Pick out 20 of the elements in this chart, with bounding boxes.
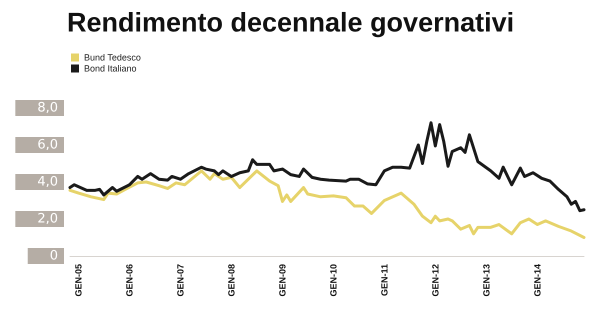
line-series <box>68 169 586 239</box>
x-tick-label: GEN-10 <box>328 264 338 297</box>
y-tick-label: 0 <box>50 248 58 264</box>
x-tick-label: GEN-13 <box>481 264 492 297</box>
y-tick-label: 8,0 <box>37 100 58 116</box>
x-tick-label: GEN-07 <box>175 264 186 297</box>
x-tick-label: GEN-08 <box>226 264 236 297</box>
x-tick-label: GEN-14 <box>532 264 542 297</box>
x-tick-label: GEN-05 <box>74 264 84 297</box>
line-series <box>68 121 586 212</box>
legend-label: Bund Tedesco <box>84 52 141 62</box>
y-tick-label: 2,0 <box>37 212 58 226</box>
y-tick-label: 6,0 <box>37 138 58 152</box>
x-tick-label: GEN-12 <box>430 264 440 297</box>
legend-label: Bond Italiano <box>84 64 137 74</box>
x-tick-label: GEN-11 <box>379 264 390 296</box>
y-tick-label: 4,0 <box>37 174 58 190</box>
x-tick-label: GEN-09 <box>277 264 288 297</box>
chart-title: Rendimento decennale governativi <box>67 8 514 38</box>
x-tick-label: GEN-06 <box>124 264 134 297</box>
